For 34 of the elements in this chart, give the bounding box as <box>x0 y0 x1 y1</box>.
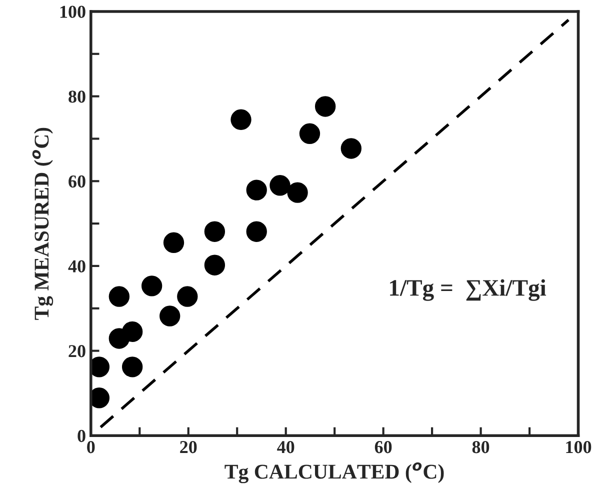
point <box>246 221 267 242</box>
point <box>122 321 143 342</box>
x-tick-label: 60 <box>374 441 392 454</box>
point <box>246 180 267 200</box>
y-tick-label: 100 <box>60 6 86 18</box>
point <box>230 109 252 130</box>
point <box>90 356 110 378</box>
y-tick-label: 0 <box>78 430 86 442</box>
point <box>122 356 143 378</box>
y-tick-label: 40 <box>68 260 86 272</box>
x-tick-label: 40 <box>277 441 294 454</box>
point <box>90 388 110 408</box>
point <box>314 96 336 117</box>
point <box>163 232 184 253</box>
point <box>177 286 198 307</box>
point <box>141 276 162 296</box>
x-tick-label: 80 <box>472 441 490 454</box>
x-axis-title: Tg CALCULATED ($^{o}$C) <box>224 462 444 484</box>
point <box>108 286 130 307</box>
x-tick-label: 100 <box>566 441 592 454</box>
x-tick-label: 0 <box>87 441 95 454</box>
point <box>204 254 226 276</box>
point <box>204 221 226 242</box>
y-tick-label: 80 <box>68 90 86 103</box>
y-tick-label: 20 <box>68 345 86 358</box>
point <box>270 175 290 196</box>
x-tick-label: 20 <box>180 441 197 454</box>
point <box>299 123 320 144</box>
y-tick-label: 60 <box>68 175 86 188</box>
point <box>340 138 362 159</box>
point <box>160 306 180 326</box>
point <box>287 182 308 203</box>
annotation: 1/Tg = ∑Xi/Tgi <box>390 279 546 301</box>
y-axis-title: Tg MEASURED ($^{o}$C) <box>32 128 54 320</box>
